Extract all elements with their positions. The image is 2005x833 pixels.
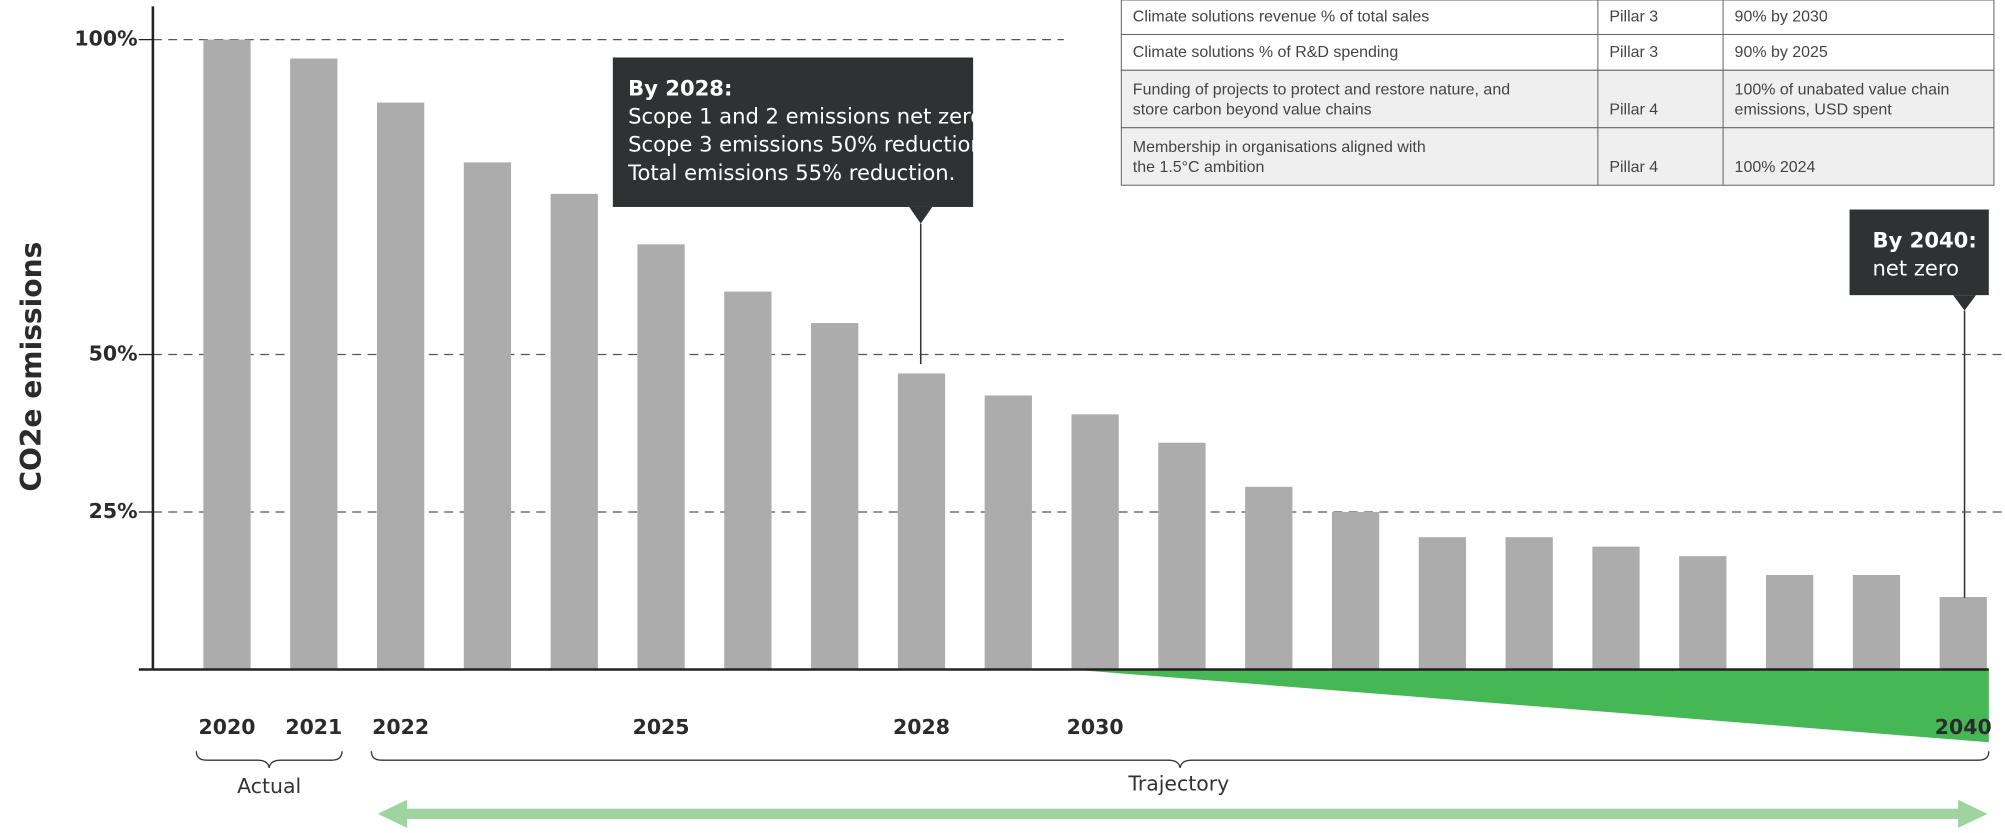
bar [1679, 556, 1727, 670]
table-cell: Climate solutions % of R&D spending [1133, 44, 1398, 61]
bar [637, 244, 685, 670]
bar [376, 102, 425, 670]
bar [1071, 414, 1119, 670]
trajectory-brace [370, 751, 1990, 768]
table-cell: 100% 2024 [1735, 159, 1816, 176]
group-label: Actual [237, 774, 301, 798]
table-cell: Funding of projects to protect and resto… [1133, 81, 1510, 98]
x-tick-label: 2022 [372, 715, 429, 739]
table-cell: emissions, USD spent [1735, 102, 1893, 119]
table-cell: 100% of unabated value chain [1735, 81, 1950, 98]
bar [1331, 512, 1380, 670]
bar [1592, 546, 1640, 670]
callout-text: Total emissions 55% reduction. [627, 160, 955, 185]
callout-title: By 2028: [628, 75, 732, 100]
bar [550, 193, 598, 670]
table-cell: Membership in organisations aligned with [1133, 139, 1426, 156]
table-cell: Pillar 3 [1609, 8, 1658, 25]
x-tick-label: 2028 [893, 715, 950, 739]
bar [1852, 574, 1901, 670]
x-tick-label: 2030 [1067, 715, 1124, 739]
table-cell: 90% by 2025 [1735, 44, 1828, 61]
bar [1939, 597, 1987, 670]
callout-box [612, 57, 974, 207]
bar [1418, 537, 1467, 670]
group-label: Trajectory [1127, 771, 1229, 795]
table-cell: store carbon beyond value chains [1133, 102, 1372, 119]
bar [290, 58, 338, 670]
x-tick-label: 2020 [199, 715, 256, 739]
bar [984, 395, 1032, 670]
y-tick-label: 100% [74, 27, 137, 51]
table-cell: the 1.5°C ambition [1133, 159, 1265, 176]
y-axis-label: CO2e emissions [15, 242, 48, 492]
x-tick-label: 2040 [1935, 715, 1992, 739]
bar [1158, 442, 1206, 670]
table-cell: 90% by 2030 [1735, 8, 1828, 25]
y-tick-label: 50% [89, 342, 138, 366]
table: Climate solutions revenue % of total sal… [1120, 0, 1995, 186]
table-cell: Pillar 3 [1609, 44, 1658, 61]
bar [1765, 574, 1814, 670]
bar [203, 39, 251, 670]
table-row [1120, 33, 1995, 71]
callout-text: Scope 3 emissions 50% reduction. [628, 132, 990, 157]
trajectory-wedge [1071, 669, 1989, 743]
callout-pointer [1953, 295, 1977, 311]
table-row [1120, 127, 1995, 186]
x-tick-label: 2025 [633, 715, 690, 739]
callout-text: net zero [1873, 256, 1959, 281]
bar [724, 291, 772, 670]
callout-text: Scope 1 and 2 emissions net zero. [628, 104, 989, 129]
bar [1505, 537, 1553, 670]
table-cell: Pillar 4 [1609, 102, 1658, 119]
x-tick-label: 2021 [285, 715, 342, 739]
bar [811, 323, 859, 670]
bar [1245, 486, 1293, 670]
table-row [1120, 0, 1995, 36]
callout-box [1849, 209, 1989, 296]
table-cell: Pillar 4 [1609, 159, 1658, 176]
actual-brace [195, 751, 343, 768]
table-row [1120, 69, 1995, 129]
bar [463, 162, 512, 670]
callout-title: By 2040: [1873, 227, 1977, 252]
y-tick-label: 25% [89, 499, 138, 523]
table-cell: Climate solutions revenue % of total sal… [1133, 8, 1429, 25]
bar [897, 373, 946, 670]
callout-pointer [909, 206, 933, 224]
range-arrow [377, 799, 1988, 828]
